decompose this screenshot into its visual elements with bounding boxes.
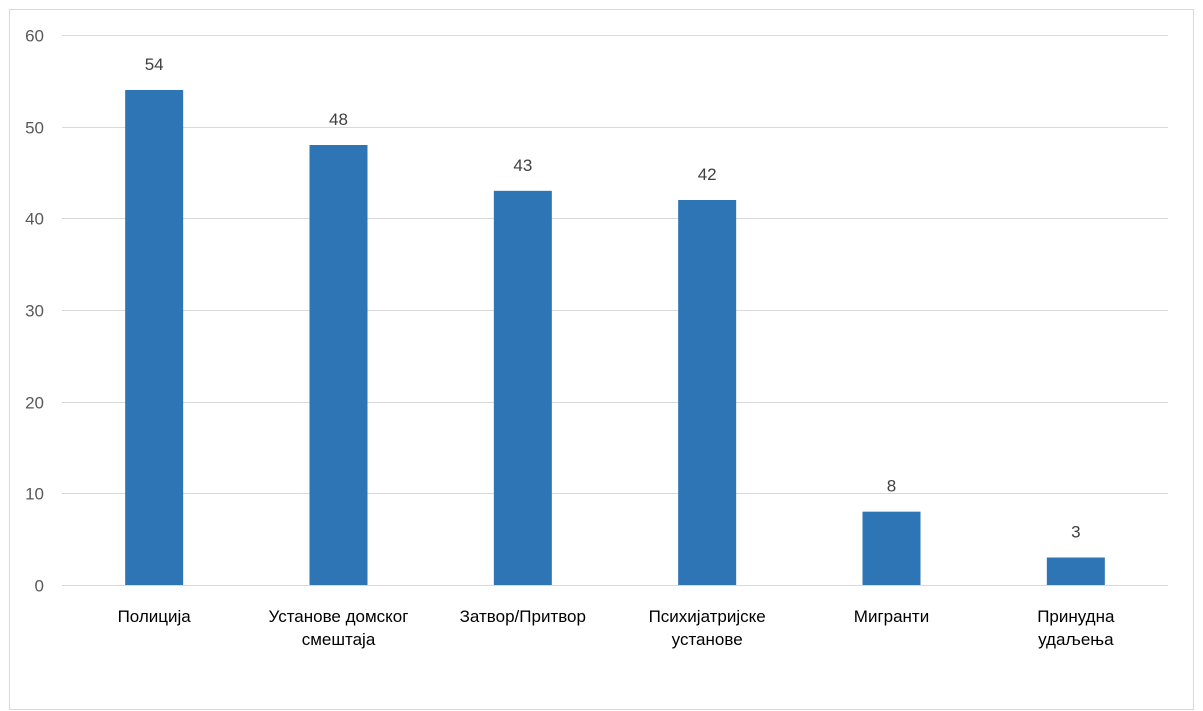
- category-label-line: Мигранти: [854, 607, 929, 626]
- y-tick-label: 30: [25, 302, 44, 321]
- bar: [678, 200, 737, 585]
- bar: [862, 511, 921, 585]
- bar: [309, 145, 368, 585]
- data-label: 54: [145, 55, 164, 74]
- category-label-line: удаљења: [1038, 630, 1114, 649]
- data-label: 42: [698, 165, 717, 184]
- bar: [125, 90, 184, 585]
- category-label-line: установе: [672, 630, 743, 649]
- category-label-line: смештаја: [302, 630, 376, 649]
- category-label: Мигранти: [854, 607, 929, 626]
- bar: [493, 190, 552, 586]
- data-label: 8: [887, 477, 896, 496]
- y-tick-label: 40: [25, 210, 44, 229]
- category-label-line: Установе домског: [269, 607, 409, 626]
- gridlines: [62, 35, 1168, 586]
- y-tick-label: 20: [25, 394, 44, 413]
- category-label: Принудна удаљења: [1037, 607, 1115, 649]
- category-label-line: Принудна: [1037, 607, 1115, 626]
- bars: [125, 90, 1105, 586]
- category-label-line: Затвор/Притвор: [460, 607, 586, 626]
- x-axis-categories: Полиција Установе домског смештаја Затвор/П…: [118, 607, 1115, 649]
- y-tick-label: 0: [35, 577, 44, 596]
- y-tick-label: 50: [25, 119, 44, 138]
- y-axis-ticks: 0 10 20 30 40 50 60: [25, 27, 44, 596]
- chart-border: [9, 9, 1194, 710]
- category-label-line: Психијатријске: [649, 607, 766, 626]
- category-label: Затвор/Притвор: [460, 607, 586, 626]
- category-label: Психијатријске установе: [649, 607, 766, 649]
- category-label: Установе домског смештаја: [269, 607, 409, 649]
- data-label: 3: [1071, 523, 1080, 542]
- data-label: 48: [329, 110, 348, 129]
- category-label-line: Полиција: [118, 607, 192, 626]
- y-tick-label: 60: [25, 27, 44, 46]
- data-labels: 54 48 43 42 8 3: [145, 55, 1081, 542]
- bar: [1046, 557, 1105, 585]
- y-tick-label: 10: [25, 485, 44, 504]
- data-label: 43: [513, 156, 532, 175]
- category-label: Полиција: [118, 607, 192, 626]
